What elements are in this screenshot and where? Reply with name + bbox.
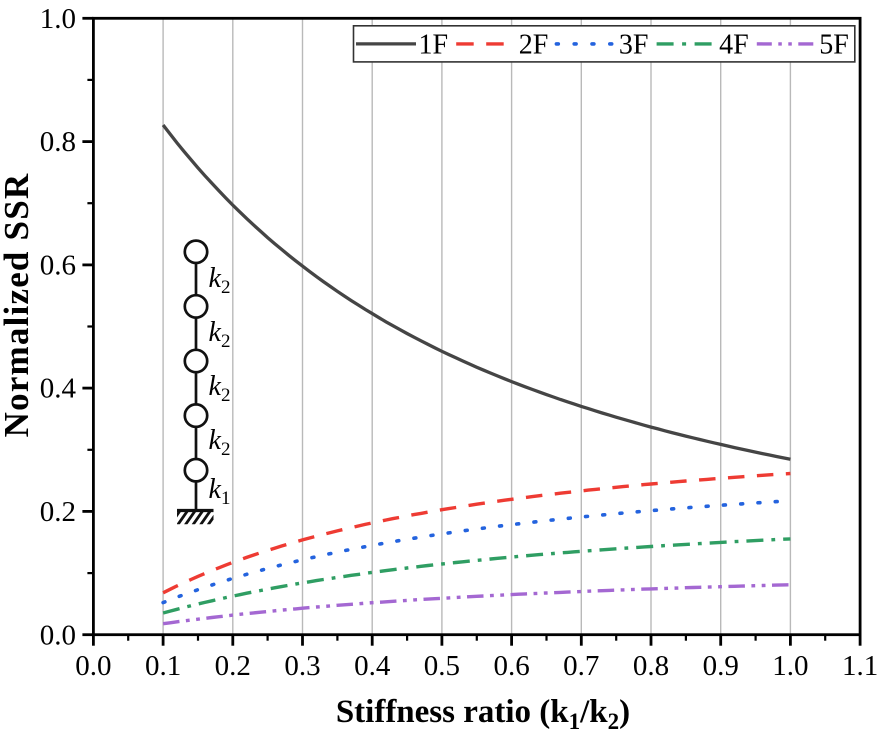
svg-text:4F: 4F: [719, 30, 749, 61]
svg-text:1.0: 1.0: [772, 650, 808, 682]
svg-text:0.3: 0.3: [284, 650, 320, 682]
svg-text:0.5: 0.5: [424, 650, 460, 682]
svg-text:5F: 5F: [819, 30, 849, 61]
svg-text:0.6: 0.6: [493, 650, 529, 682]
svg-text:0.4: 0.4: [354, 650, 391, 682]
svg-text:Stiffness ratio (k1/k2): Stiffness ratio (k1/k2): [336, 694, 630, 734]
svg-text:0.0: 0.0: [75, 650, 111, 682]
svg-text:0.1: 0.1: [145, 650, 181, 682]
svg-text:Normalized SSR: Normalized SSR: [0, 173, 36, 438]
svg-text:0.8: 0.8: [633, 650, 669, 682]
svg-text:0.4: 0.4: [40, 373, 77, 405]
svg-text:3F: 3F: [619, 30, 649, 61]
svg-text:1F: 1F: [419, 30, 449, 61]
svg-text:0.9: 0.9: [703, 650, 739, 682]
svg-text:0.2: 0.2: [40, 496, 76, 528]
svg-text:0.0: 0.0: [40, 619, 76, 651]
svg-text:2F: 2F: [519, 30, 549, 61]
svg-text:0.2: 0.2: [215, 650, 251, 682]
svg-text:0.7: 0.7: [563, 650, 599, 682]
svg-text:1.0: 1.0: [40, 3, 76, 35]
svg-text:0.6: 0.6: [40, 250, 76, 282]
svg-text:1.1: 1.1: [842, 650, 878, 682]
svg-text:0.8: 0.8: [40, 126, 76, 158]
